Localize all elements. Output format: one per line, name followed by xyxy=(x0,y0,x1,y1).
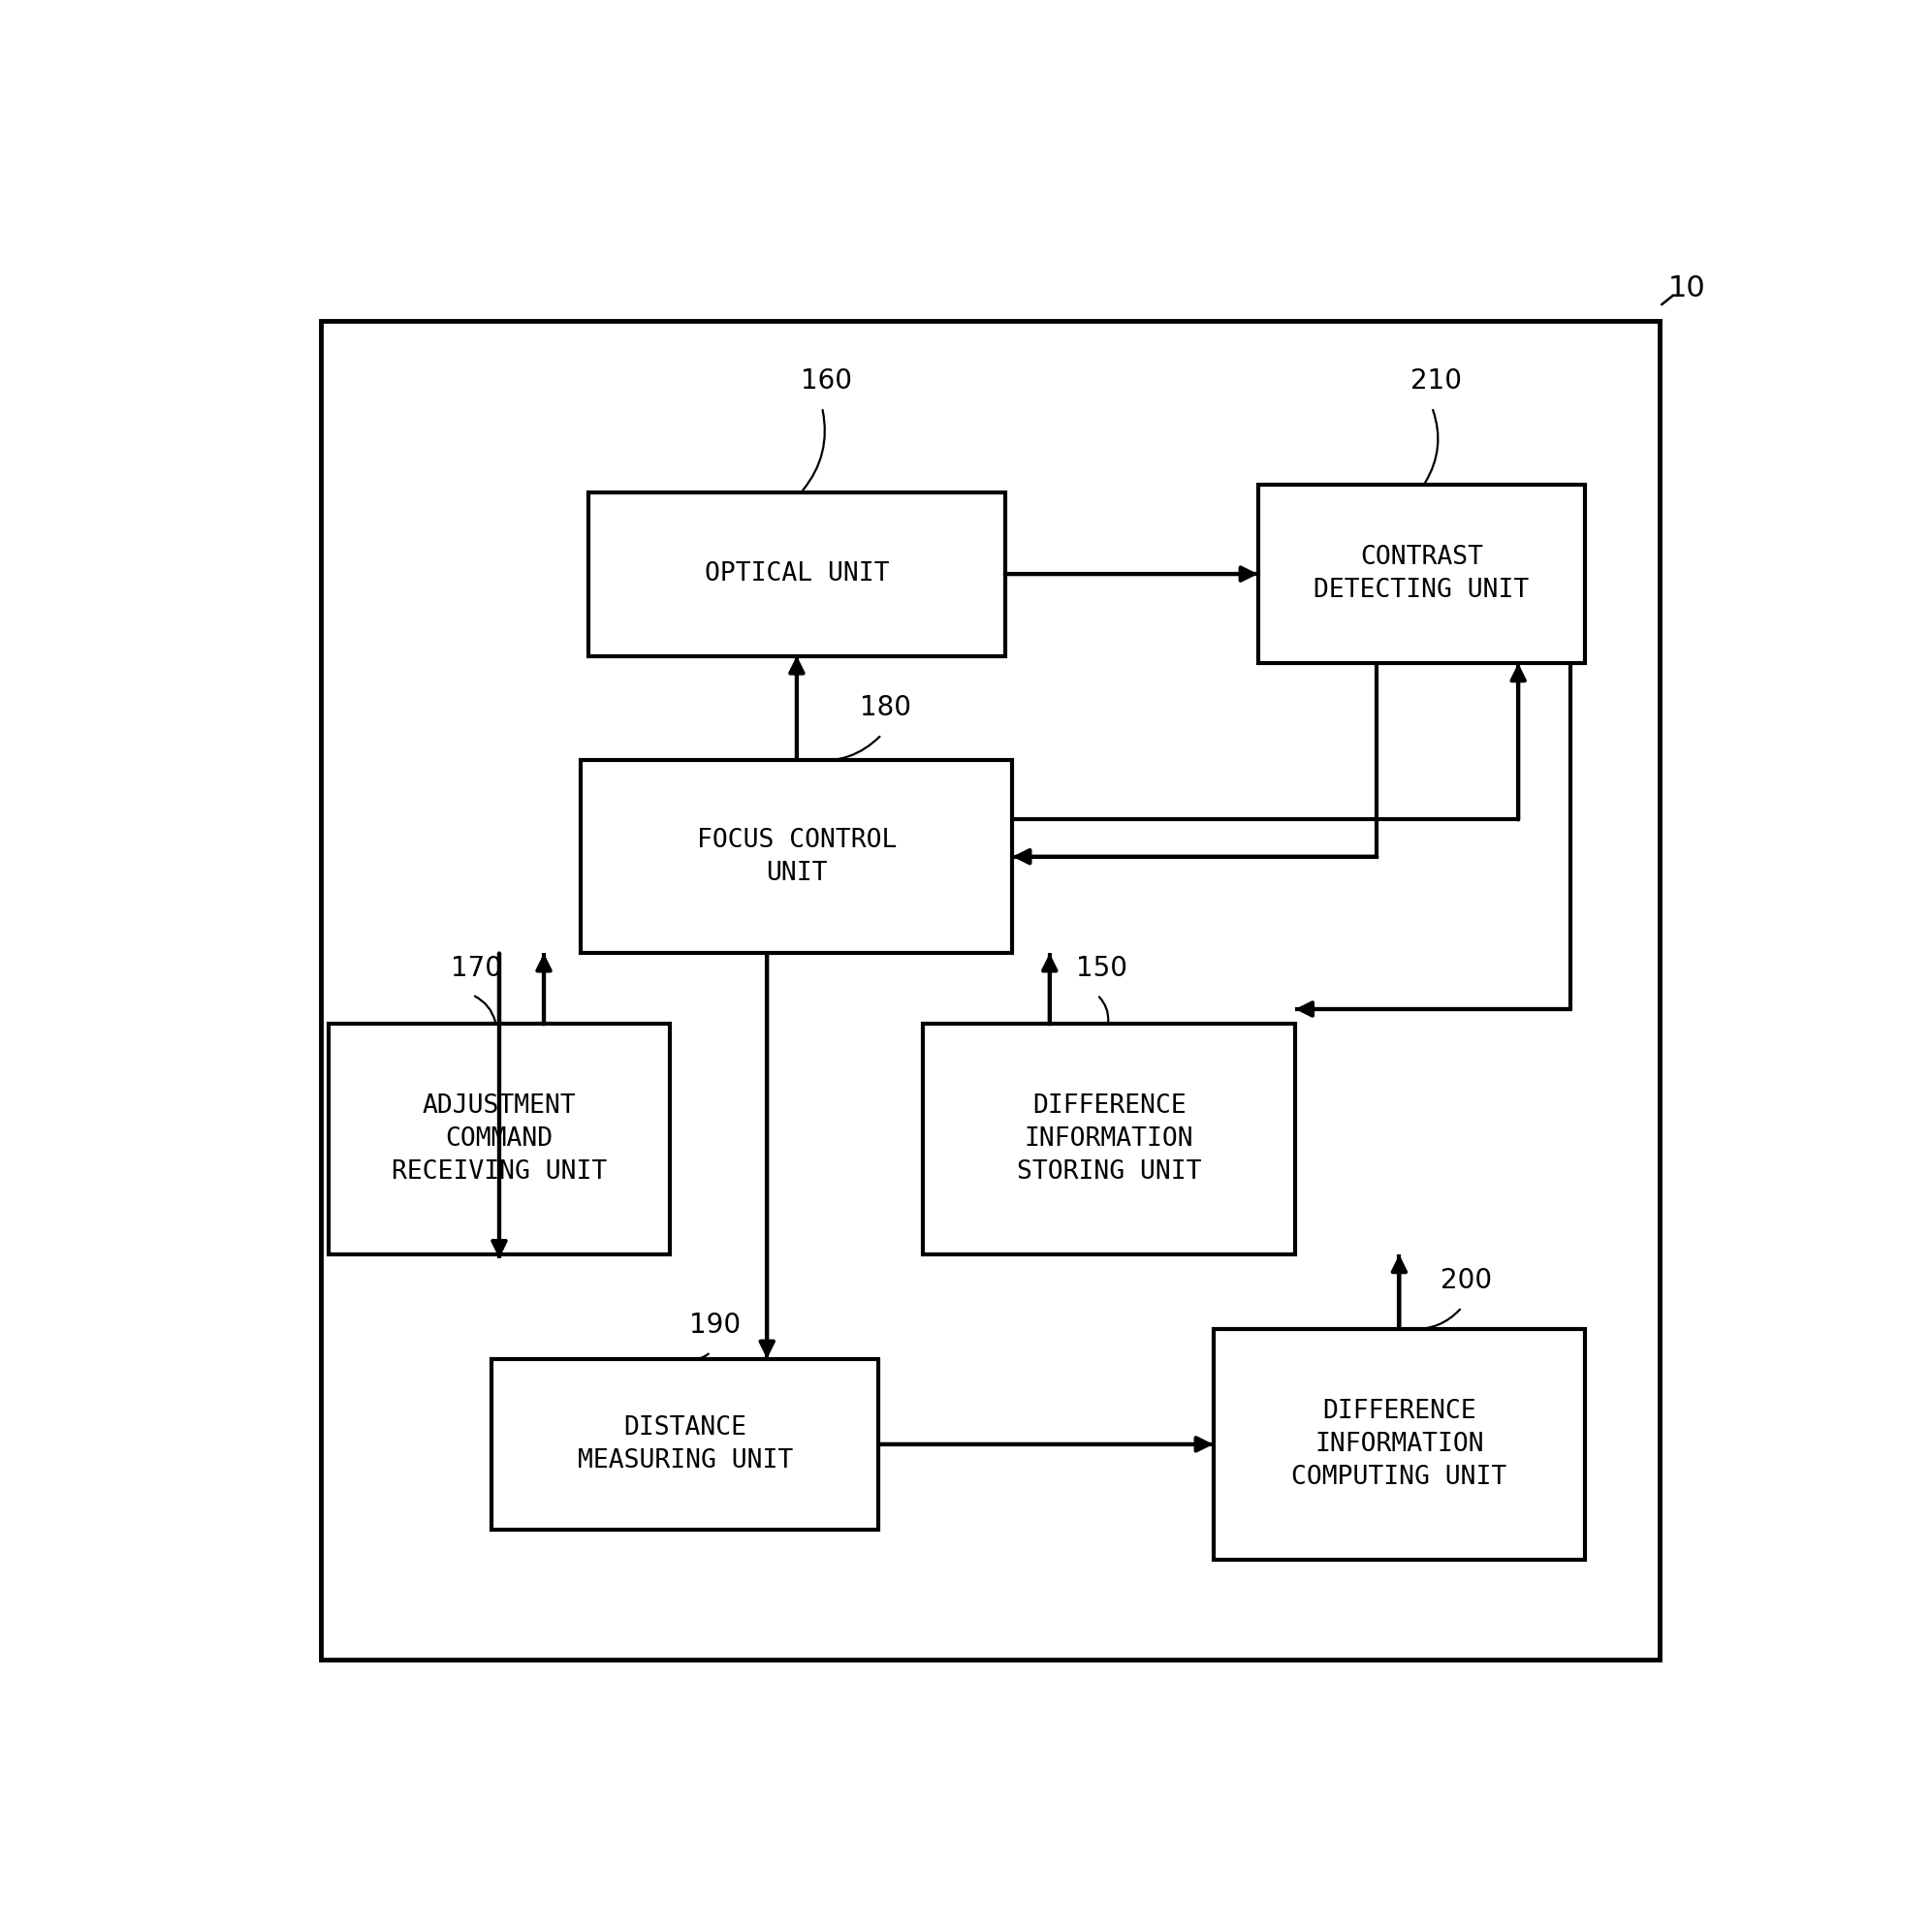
Text: 10: 10 xyxy=(1667,274,1706,303)
Text: 190: 190 xyxy=(690,1312,740,1339)
Bar xyxy=(1258,485,1584,663)
Text: OPTICAL UNIT: OPTICAL UNIT xyxy=(705,562,889,587)
Text: 170: 170 xyxy=(452,954,502,981)
Text: 200: 200 xyxy=(1441,1267,1492,1294)
Text: FOCUS CONTROL
UNIT: FOCUS CONTROL UNIT xyxy=(697,827,896,885)
Text: DISTANCE
MEASURING UNIT: DISTANCE MEASURING UNIT xyxy=(578,1414,792,1474)
Bar xyxy=(589,493,1005,655)
Bar xyxy=(328,1024,670,1254)
Bar xyxy=(923,1024,1294,1254)
Text: 160: 160 xyxy=(802,367,852,394)
Bar xyxy=(1213,1329,1584,1559)
Text: 150: 150 xyxy=(1076,954,1128,981)
Bar xyxy=(493,1358,879,1530)
Text: DIFFERENCE
INFORMATION
COMPUTING UNIT: DIFFERENCE INFORMATION COMPUTING UNIT xyxy=(1291,1399,1507,1490)
Text: DIFFERENCE
INFORMATION
STORING UNIT: DIFFERENCE INFORMATION STORING UNIT xyxy=(1016,1094,1202,1184)
Text: CONTRAST
DETECTING UNIT: CONTRAST DETECTING UNIT xyxy=(1314,545,1530,603)
Text: ADJUSTMENT
COMMAND
RECEIVING UNIT: ADJUSTMENT COMMAND RECEIVING UNIT xyxy=(392,1094,607,1184)
Bar xyxy=(582,759,1012,952)
Text: 210: 210 xyxy=(1410,367,1463,394)
Text: 180: 180 xyxy=(860,694,912,721)
